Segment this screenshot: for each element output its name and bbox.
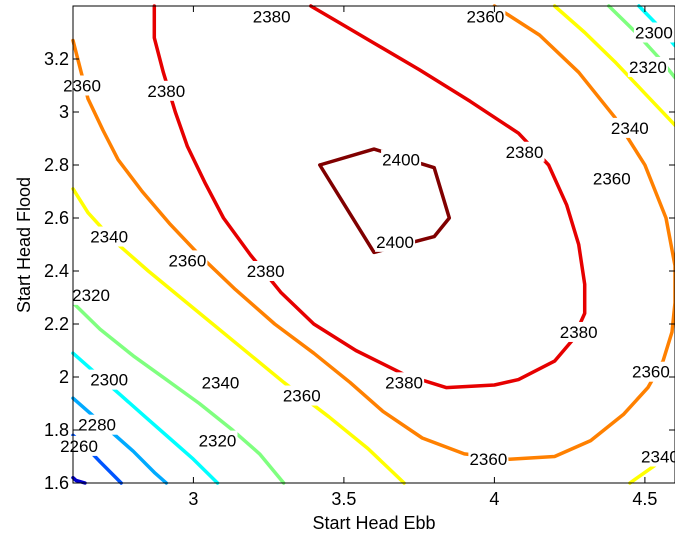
contour-label-2280: 2280 (78, 416, 116, 435)
contour-label-bg (633, 22, 674, 43)
plot-frame (72, 5, 675, 484)
contour-label-bg (627, 56, 668, 77)
contour-label-bg (77, 414, 118, 435)
contour-label-bg (639, 446, 675, 467)
contour-label-2320: 2320 (629, 58, 667, 77)
contour-label-bg (71, 284, 112, 305)
x-tick-label: 4.5 (632, 489, 657, 509)
contour-label-2300: 2300 (635, 24, 673, 43)
contour-line-2240 (71, 475, 87, 485)
contour-label-2340: 2340 (611, 119, 649, 138)
contour-label-bg (591, 168, 632, 189)
y-tick-label: 2.8 (44, 155, 69, 175)
x-axis-ticks: 3 3.5 4 4.5 (188, 6, 657, 509)
contour-label-2380: 2380 (560, 323, 598, 342)
contour-label-2380: 2380 (506, 143, 544, 162)
y-tick-label: 1.8 (44, 420, 69, 440)
contour-label-2360: 2360 (632, 363, 670, 382)
contour-label-2320: 2320 (199, 432, 237, 451)
y-tick-label: 1.6 (44, 473, 69, 493)
y-tick-label: 3.2 (44, 49, 69, 69)
contour-label-2340: 2340 (90, 228, 128, 247)
contour-label-bg (167, 250, 208, 271)
contour-label-2360: 2360 (168, 251, 206, 270)
contour-label-bg (630, 361, 671, 382)
contour-label-2400: 2400 (382, 151, 420, 170)
contour-label-2380: 2380 (385, 373, 423, 392)
contour-label-2360: 2360 (466, 8, 504, 27)
y-tick-label: 2.4 (44, 261, 69, 281)
contour-label-bg (609, 117, 650, 138)
contour-label-bg (200, 372, 241, 393)
contour-label-2320: 2320 (72, 286, 110, 305)
contour-line-2320 (71, 301, 286, 485)
contour-label-bg (251, 6, 292, 27)
y-tick-label: 2.6 (44, 208, 69, 228)
contour-label-bg (245, 261, 286, 281)
x-tick-label: 4 (489, 489, 499, 509)
contour-label-bg (468, 449, 509, 470)
y-tick-label: 2 (59, 367, 69, 387)
contour-labels: 2380 2360 2300 2360 2380 2320 2340 2400 2380 2360… (59, 6, 675, 470)
contour-label-bg (89, 226, 130, 247)
contour-label-2360: 2360 (283, 387, 321, 406)
y-axis-ticks: 1.6 1.8 2 2.2 2.4 2.6 2.8 3 3.2 (44, 49, 675, 493)
contour-label-2340: 2340 (202, 373, 240, 392)
contour-line-2380 (152, 4, 587, 390)
contour-label-2260: 2260 (60, 437, 98, 456)
contour-label-2340: 2340 (641, 448, 675, 467)
contour-label-2360: 2360 (469, 450, 507, 469)
contour-label-2360: 2360 (63, 77, 101, 96)
contour-label-2400: 2400 (376, 233, 414, 252)
contour-label-bg (281, 385, 322, 406)
contour-label-2360: 2360 (593, 169, 631, 188)
contour-label-bg (146, 80, 187, 101)
contour-line-2360 (71, 4, 675, 461)
contour-line-2280 (71, 396, 169, 485)
y-axis-title: Start Head Flood (14, 177, 34, 313)
x-axis-title: Start Head Ebb (312, 513, 435, 533)
contour-label-2380: 2380 (147, 82, 185, 101)
contour-line-2340 (71, 187, 406, 485)
contour-label-bg (384, 372, 425, 393)
contour-label-bg (381, 149, 422, 170)
contour-label-bg (558, 321, 599, 342)
x-tick-label: 3.5 (331, 489, 356, 509)
x-tick-label: 3 (188, 489, 198, 509)
contour-label-bg (62, 75, 103, 96)
contour-label-bg (197, 430, 238, 451)
y-tick-label: 3 (59, 102, 69, 122)
contour-label-2380: 2380 (253, 8, 291, 27)
contour-label-bg (375, 231, 416, 252)
contour-label-bg (465, 6, 506, 27)
contour-label-2380: 2380 (247, 262, 285, 281)
contour-label-bg (504, 141, 545, 162)
contour-line-2340 (552, 4, 675, 127)
contour-lines (71, 4, 675, 485)
contour-label-2300: 2300 (90, 371, 128, 390)
contour-label-bg (59, 435, 100, 456)
contour-label-bg (89, 369, 130, 390)
y-tick-label: 2.2 (44, 314, 69, 334)
contour-line-2400 (318, 147, 452, 255)
